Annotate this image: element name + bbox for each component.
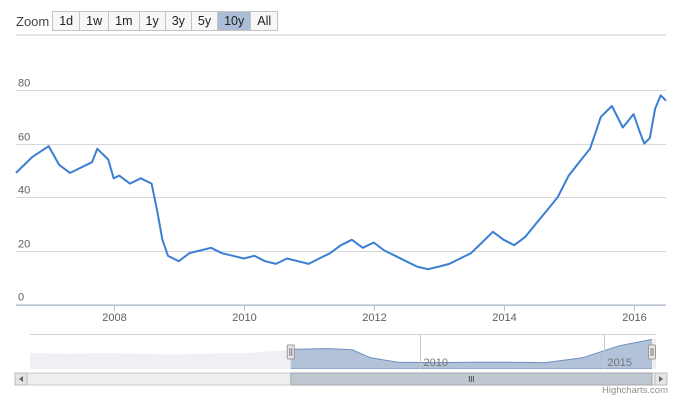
y-tick-label: 0 bbox=[18, 292, 24, 304]
x-tick-label: 2016 bbox=[622, 312, 646, 324]
handle-body[interactable] bbox=[286, 344, 295, 360]
x-tick-label: 2014 bbox=[492, 312, 516, 324]
zoom-button-All[interactable]: All bbox=[250, 11, 279, 31]
navigator-tick-label: 2010 bbox=[424, 357, 448, 369]
y-tick-label: 60 bbox=[18, 132, 30, 144]
series-line[interactable] bbox=[15, 94, 667, 271]
navigator-tick-label: 2015 bbox=[608, 357, 632, 369]
x-tick-label: 2012 bbox=[362, 312, 386, 324]
zoom-label: Zoom bbox=[16, 13, 50, 29]
x-tick-label: 2010 bbox=[232, 312, 256, 324]
arrow-right-icon bbox=[659, 376, 663, 382]
navigator[interactable]: 2010 2015 bbox=[16, 334, 658, 369]
y-tick-label: 40 bbox=[18, 185, 30, 197]
zoom-button-3y[interactable]: 3y bbox=[164, 11, 192, 31]
plot-area: 0 20 40 60 80 2008 2010 2012 2014 2016 bbox=[15, 34, 667, 324]
zoom-button-1d[interactable]: 1d bbox=[52, 11, 81, 31]
zoom-button-10y[interactable]: 10y bbox=[217, 11, 252, 31]
credits-link[interactable]: Highcharts.com bbox=[602, 385, 668, 396]
navigator-selected-area bbox=[290, 338, 652, 369]
handle-body[interactable] bbox=[648, 344, 656, 360]
arrow-left-icon bbox=[19, 376, 23, 382]
scrollbar[interactable] bbox=[14, 372, 668, 386]
zoom-bar: Zoom 1d 1w 1m 1y 3y 5y 10y All bbox=[16, 11, 279, 31]
navigator-right-handle[interactable] bbox=[648, 344, 656, 360]
zoom-buttons: 1d 1w 1m 1y 3y 5y 10y All bbox=[52, 11, 279, 31]
y-tick-label: 80 bbox=[18, 78, 30, 90]
zoom-button-1y[interactable]: 1y bbox=[138, 11, 166, 31]
zoom-button-1m[interactable]: 1m bbox=[108, 11, 140, 31]
y-tick-label: 20 bbox=[18, 239, 30, 251]
zoom-button-5y[interactable]: 5y bbox=[190, 11, 219, 31]
navigator-left-handle[interactable] bbox=[286, 344, 295, 360]
x-tick-label: 2008 bbox=[102, 312, 126, 324]
